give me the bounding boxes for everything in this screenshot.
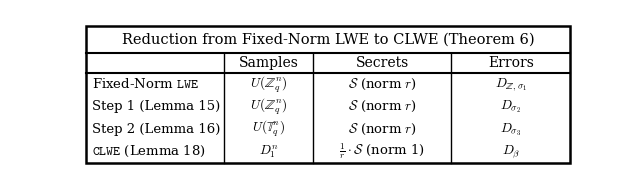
Text: $\mathcal{S}$ (norm $r$): $\mathcal{S}$ (norm $r$) bbox=[348, 99, 417, 114]
Text: $D_{\mathbb{Z},\sigma_1}$: $D_{\mathbb{Z},\sigma_1}$ bbox=[495, 76, 527, 93]
Text: $\mathcal{S}$ (norm $r$): $\mathcal{S}$ (norm $r$) bbox=[348, 122, 417, 137]
Text: $\frac{1}{r} \cdot \mathcal{S}$ (norm 1): $\frac{1}{r} \cdot \mathcal{S}$ (norm 1) bbox=[339, 142, 426, 161]
Text: Samples: Samples bbox=[239, 56, 299, 70]
Text: $D_1^n$: $D_1^n$ bbox=[259, 143, 278, 160]
Text: $D_{\sigma_2}$: $D_{\sigma_2}$ bbox=[500, 98, 521, 115]
Text: Fixed-Norm $\mathtt{LWE}$: Fixed-Norm $\mathtt{LWE}$ bbox=[92, 77, 199, 91]
Text: $\mathtt{CLWE}$ (Lemma 18): $\mathtt{CLWE}$ (Lemma 18) bbox=[92, 144, 206, 159]
Text: $U(\mathbb{Z}_q^n)$: $U(\mathbb{Z}_q^n)$ bbox=[250, 74, 287, 95]
Text: Errors: Errors bbox=[488, 56, 534, 70]
Text: $U(\mathbb{Z}_q^n)$: $U(\mathbb{Z}_q^n)$ bbox=[250, 97, 287, 117]
Text: Secrets: Secrets bbox=[356, 56, 409, 70]
Text: Step 1 (Lemma 15): Step 1 (Lemma 15) bbox=[92, 100, 221, 113]
Text: $D_{\beta}$: $D_{\beta}$ bbox=[502, 143, 520, 160]
Text: $\mathcal{S}$ (norm $r$): $\mathcal{S}$ (norm $r$) bbox=[348, 77, 417, 92]
Text: $U(\mathbb{T}_q^n)$: $U(\mathbb{T}_q^n)$ bbox=[252, 119, 285, 139]
Text: Step 2 (Lemma 16): Step 2 (Lemma 16) bbox=[92, 123, 221, 136]
Text: Reduction from Fixed-Norm LWE to CLWE (Theorem 6): Reduction from Fixed-Norm LWE to CLWE (T… bbox=[122, 33, 534, 47]
Text: $D_{\sigma_3}$: $D_{\sigma_3}$ bbox=[500, 121, 522, 138]
